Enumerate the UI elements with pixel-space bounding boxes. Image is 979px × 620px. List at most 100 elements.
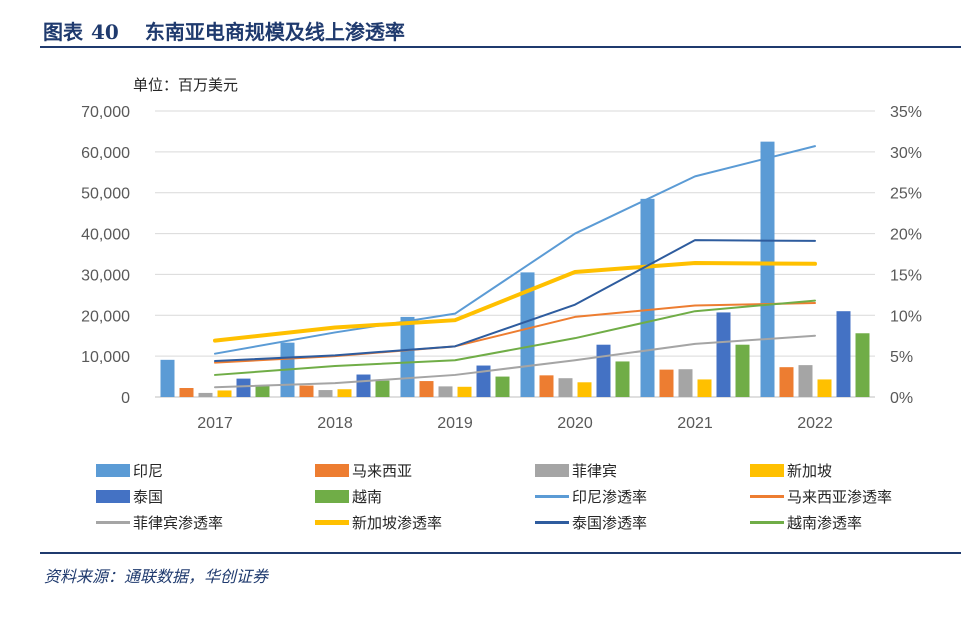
axes: 0 10,000 20,000 30,000 40,000 50,000 60,000 70,… — [81, 104, 922, 432]
legend-swatch — [750, 464, 784, 477]
legend-label: 印尼渗透率 — [572, 488, 648, 506]
bar-新加坡-2019 — [457, 386, 472, 397]
bar-新加坡-2017 — [217, 390, 232, 397]
unit-label: 单位：百万美元 — [133, 76, 239, 94]
bar-印尼-2022 — [760, 141, 775, 397]
bar-越南-2017 — [255, 385, 270, 397]
line-series-group — [213, 145, 817, 389]
line-菲律宾渗透率 — [214, 334, 816, 389]
legend-item: 新加坡渗透率 — [315, 512, 442, 533]
legend-item: 越南 — [315, 486, 382, 507]
legend-label: 泰国 — [133, 488, 164, 506]
legend-item: 泰国渗透率 — [535, 512, 647, 533]
x-axis-tick-label: 2020 — [557, 415, 593, 432]
bar-菲律宾-2019 — [438, 386, 453, 397]
legend-item: 印尼 — [96, 460, 163, 481]
legend-label: 马来西亚 — [352, 462, 413, 480]
legend-label: 菲律宾 — [572, 462, 618, 480]
bar-新加坡-2022 — [817, 379, 832, 397]
left-axis-tick-label: 70,000 — [81, 104, 130, 121]
figure-number: 40 — [91, 20, 119, 44]
bar-马来西亚-2021 — [659, 369, 674, 397]
bar-印尼-2017 — [160, 359, 175, 397]
legend-item: 菲律宾渗透率 — [96, 512, 223, 533]
legend-label: 越南 — [352, 488, 383, 506]
bar-马来西亚-2020 — [539, 375, 554, 397]
legend-label: 马来西亚渗透率 — [787, 488, 893, 506]
bar-马来西亚-2018 — [299, 385, 314, 397]
line-泰国渗透率 — [214, 239, 816, 363]
bottom-rule — [40, 552, 961, 554]
bar-马来西亚-2022 — [779, 367, 794, 397]
bar-新加坡-2021 — [697, 379, 712, 397]
x-axis-tick-label: 2018 — [317, 415, 353, 432]
x-axis-tick-label: 2017 — [197, 415, 233, 432]
bar-泰国-2019 — [476, 365, 491, 397]
right-axis-tick-label: 35% — [890, 104, 922, 121]
bar-越南-2022 — [855, 333, 870, 397]
x-axis-tick-label: 2019 — [437, 415, 473, 432]
legend-swatch — [315, 490, 349, 503]
bar-泰国-2021 — [716, 312, 731, 397]
right-axis-tick-label: 30% — [890, 145, 922, 162]
bar-泰国-2017 — [236, 378, 251, 397]
line-新加坡渗透率 — [213, 260, 817, 343]
legend-swatch — [535, 495, 569, 498]
right-axis-tick-label: 15% — [890, 267, 922, 284]
right-axis-tick-label: 25% — [890, 186, 922, 203]
bar-菲律宾-2021 — [678, 369, 693, 397]
left-axis-tick-label: 40,000 — [81, 227, 130, 244]
bar-菲律宾-2022 — [798, 365, 813, 397]
legend-item: 马来西亚渗透率 — [750, 486, 892, 507]
legend-label: 泰国渗透率 — [572, 514, 648, 532]
source-note: 资料来源：通联数据，华创证券 — [44, 567, 269, 586]
left-axis-tick-label: 0 — [121, 390, 130, 407]
left-axis-tick-label: 10,000 — [81, 349, 130, 366]
bar-新加坡-2020 — [577, 382, 592, 397]
legend-label: 新加坡 — [787, 462, 833, 480]
legend-label: 新加坡渗透率 — [352, 514, 443, 532]
legend-swatch — [315, 464, 349, 477]
right-axis-tick-label: 10% — [890, 308, 922, 325]
legend-item: 马来西亚 — [315, 460, 412, 481]
bar-菲律宾-2018 — [318, 390, 333, 397]
right-axis-tick-label: 0% — [890, 390, 913, 407]
bar-泰国-2022 — [836, 311, 851, 397]
x-axis-tick-label: 2021 — [677, 415, 713, 432]
legend-item: 新加坡 — [750, 460, 832, 481]
line-印尼渗透率 — [214, 145, 816, 355]
line-越南渗透率 — [214, 299, 816, 376]
bar-印尼-2021 — [640, 198, 655, 397]
legend-swatch — [96, 521, 130, 524]
left-axis-tick-label: 20,000 — [81, 308, 130, 325]
legend-label: 菲律宾渗透率 — [133, 514, 224, 532]
legend-swatch — [535, 521, 569, 524]
bar-菲律宾-2017 — [198, 392, 213, 397]
bar-马来西亚-2019 — [419, 381, 434, 397]
x-axis-tick-label: 2022 — [797, 415, 833, 432]
bar-泰国-2018 — [356, 374, 371, 397]
figure-title-text: 东南亚电商规模及线上渗透率 — [144, 20, 405, 44]
legend-swatch — [96, 490, 130, 503]
bar-菲律宾-2020 — [558, 378, 573, 397]
legend-swatch — [750, 495, 784, 498]
bar-series-group — [160, 141, 870, 397]
left-axis-tick-label: 60,000 — [81, 145, 130, 162]
bar-泰国-2020 — [596, 344, 611, 397]
legend-item: 越南渗透率 — [750, 512, 862, 533]
top-rule — [40, 46, 961, 48]
legend-swatch — [315, 520, 349, 525]
figure-title: 图表 40 东南亚电商规模及线上渗透率 — [43, 16, 405, 45]
legend-label: 印尼 — [133, 462, 164, 480]
bar-印尼-2019 — [400, 316, 415, 397]
legend-swatch — [96, 464, 130, 477]
legend-item: 泰国 — [96, 486, 163, 507]
right-axis-tick-label: 5% — [890, 349, 913, 366]
bar-越南-2021 — [735, 344, 750, 397]
bar-新加坡-2018 — [337, 389, 352, 397]
legend-item: 菲律宾 — [535, 460, 617, 481]
figure-title-prefix: 图表 — [43, 20, 83, 44]
chart: 0 10,000 20,000 30,000 40,000 50,000 60,000 70,… — [81, 104, 922, 432]
legend-swatch — [535, 464, 569, 477]
bar-马来西亚-2017 — [179, 388, 194, 397]
